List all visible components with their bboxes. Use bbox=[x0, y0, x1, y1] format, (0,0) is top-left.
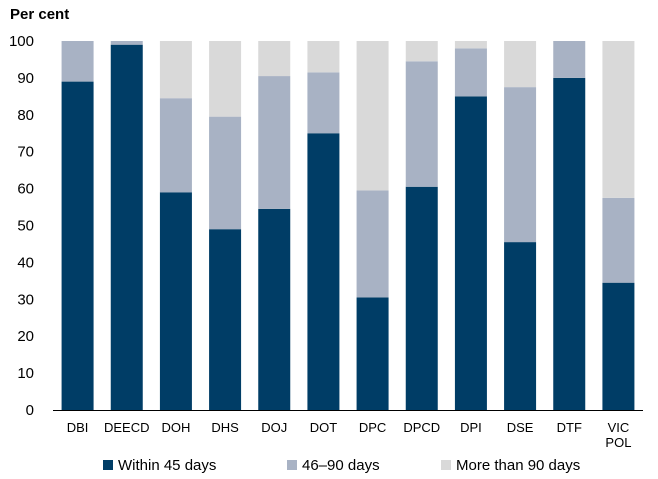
bar-vic-pol-series-0 bbox=[602, 282, 635, 410]
bar-dpi-series-1 bbox=[454, 48, 487, 97]
bar-dpc-series-1 bbox=[356, 190, 389, 298]
legend-label-0: Within 45 days bbox=[118, 457, 216, 474]
bar-doh-series-0 bbox=[159, 192, 192, 410]
bar-vic-pol-series-2 bbox=[602, 41, 635, 198]
bar-doj-series-1 bbox=[258, 76, 291, 209]
bar-dtf-series-0 bbox=[553, 77, 586, 411]
bar-dpc-series-0 bbox=[356, 297, 389, 410]
y-tick-label: 90 bbox=[17, 70, 34, 87]
x-category-labels: DBI DEECD DOH DHS DOJ DOT DPC DPCD DPI DSE DTF VIC P… bbox=[67, 420, 632, 450]
bar-dot-series-2 bbox=[307, 41, 340, 73]
bars-group bbox=[61, 41, 635, 411]
y-axis-label: Per cent bbox=[10, 6, 69, 23]
bar-doh-series-2 bbox=[159, 41, 192, 99]
x-category-label: DPC bbox=[359, 420, 386, 435]
y-tick-label: 20 bbox=[17, 328, 34, 345]
bar-dtf-series-1 bbox=[553, 41, 586, 78]
bar-dbi-series-1 bbox=[61, 41, 94, 82]
legend-swatch-1 bbox=[287, 460, 297, 470]
x-category-label: DPCD bbox=[403, 420, 440, 435]
legend: Within 45 days 46–90 days More than 90 day… bbox=[103, 457, 580, 474]
bar-dot-series-0 bbox=[307, 133, 340, 410]
y-tick-label: 70 bbox=[17, 144, 34, 161]
legend-swatch-2 bbox=[441, 460, 451, 470]
bar-dpcd-series-2 bbox=[405, 41, 438, 62]
bar-dpcd-series-1 bbox=[405, 61, 438, 187]
y-tick-label: 40 bbox=[17, 254, 34, 271]
x-category-label: DOT bbox=[310, 420, 338, 435]
bar-deecd-series-0 bbox=[110, 44, 143, 410]
bar-doh-series-1 bbox=[159, 98, 192, 193]
y-tick-label: 0 bbox=[26, 402, 34, 419]
bar-dpi-series-0 bbox=[454, 96, 487, 410]
x-category-label: DSE bbox=[507, 420, 534, 435]
x-category-label: DOJ bbox=[261, 420, 287, 435]
bar-dse-series-2 bbox=[504, 41, 537, 88]
bar-dot-series-1 bbox=[307, 72, 340, 134]
x-category-label: DHS bbox=[211, 420, 239, 435]
x-category-label: DPI bbox=[460, 420, 482, 435]
y-tick-label: 100 bbox=[9, 33, 34, 50]
x-category-label: VIC POL bbox=[605, 420, 631, 450]
bar-dbi-series-0 bbox=[61, 81, 94, 410]
bar-doj-series-0 bbox=[258, 208, 291, 410]
y-tick-label: 50 bbox=[17, 218, 34, 235]
y-tick-labels: 0 10 20 30 40 50 60 70 80 90 100 bbox=[9, 33, 34, 419]
x-category-label: DEECD bbox=[104, 420, 150, 435]
bar-dhs-series-1 bbox=[209, 116, 242, 230]
legend-label-2: More than 90 days bbox=[456, 457, 580, 474]
legend-swatch-0 bbox=[103, 460, 113, 470]
x-category-label: DTF bbox=[557, 420, 582, 435]
y-tick-label: 80 bbox=[17, 107, 34, 124]
bar-deecd-series-1 bbox=[110, 41, 143, 45]
bar-doj-series-2 bbox=[258, 41, 291, 77]
bar-dse-series-0 bbox=[504, 242, 537, 410]
bar-dpi-series-2 bbox=[454, 41, 487, 49]
bar-dpcd-series-0 bbox=[405, 186, 438, 410]
y-tick-label: 60 bbox=[17, 181, 34, 198]
bar-dhs-series-2 bbox=[209, 41, 242, 117]
bar-dse-series-1 bbox=[504, 87, 537, 243]
bar-vic-pol-series-1 bbox=[602, 197, 635, 283]
legend-label-1: 46–90 days bbox=[302, 457, 380, 474]
bar-dpc-series-2 bbox=[356, 41, 389, 191]
x-category-label: DBI bbox=[67, 420, 89, 435]
y-tick-label: 10 bbox=[17, 365, 34, 382]
bar-dhs-series-0 bbox=[209, 229, 242, 410]
y-tick-label: 30 bbox=[17, 291, 34, 308]
x-category-label: DOH bbox=[161, 420, 190, 435]
